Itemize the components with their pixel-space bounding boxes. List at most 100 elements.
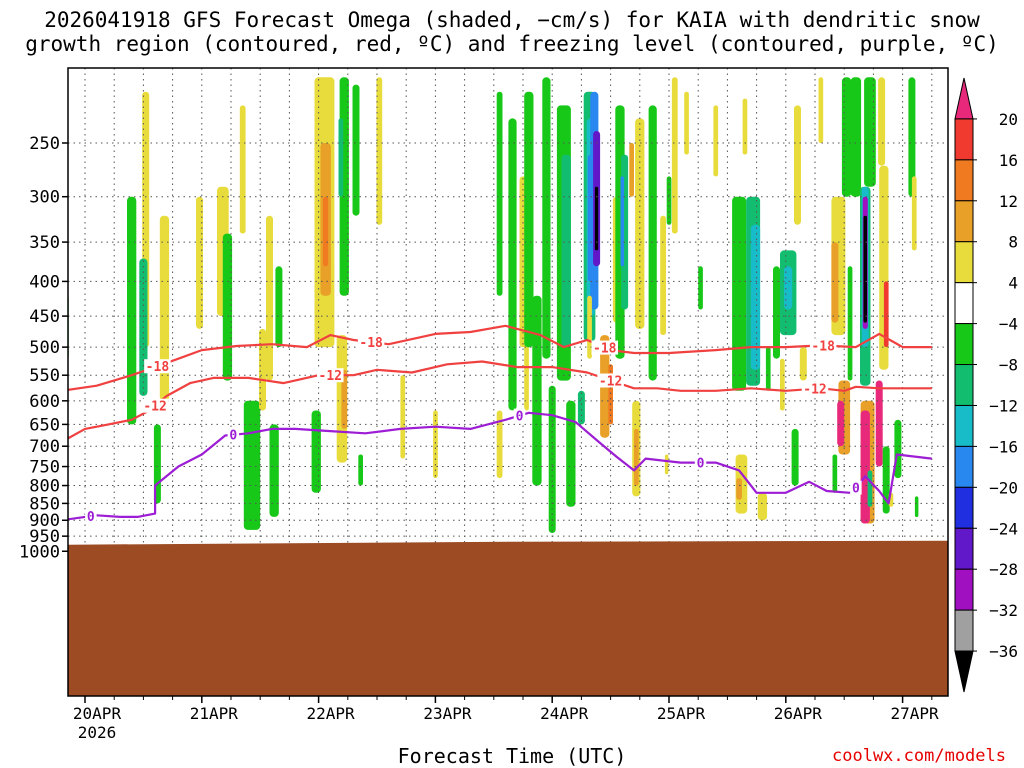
omega-cell-70 [750, 224, 761, 370]
omega-cell-81 [818, 77, 824, 143]
colorbar-label-13: −36 [989, 642, 1018, 661]
contour-label-bg-1-0 [141, 398, 169, 413]
terrain [68, 540, 948, 696]
omega-cell-63 [713, 105, 719, 177]
colorbar-bin-1 [954, 118, 974, 161]
omega-cell-20 [352, 84, 360, 216]
colorbar-label-3: 8 [1008, 233, 1018, 252]
omega-cell-8 [239, 105, 246, 234]
omega-cell-25 [376, 77, 383, 225]
y-tick-label-550: 550 [29, 366, 60, 386]
omega-cell-54 [629, 143, 634, 197]
x-tick-sublabel-0: 2026 [78, 723, 117, 742]
contour-label-bg-0-0 [144, 359, 171, 374]
omega-cell-34 [532, 295, 542, 486]
chart-title-line-2: growth region (contoured, red, ºC) and f… [25, 32, 999, 56]
x-tick-label-0: 20APR [73, 704, 122, 723]
omega-cell-3 [127, 196, 137, 425]
x-tick-label-5: 25APR [657, 704, 706, 723]
omega-cell-14 [259, 328, 266, 411]
contour-label-bg-2-0 [85, 509, 97, 524]
omega-cell-61 [684, 91, 689, 155]
omega-cell-62 [698, 266, 703, 310]
omega-cell-35 [542, 77, 551, 359]
omega-cell-38 [561, 154, 571, 348]
contour-label-bg-2-1 [227, 427, 240, 442]
omega-shading [68, 77, 919, 533]
contour-label-0-1: -18 [359, 336, 383, 351]
contour-label-bg-1-2 [597, 373, 624, 388]
x-tick-label-6: 26APR [774, 704, 823, 723]
omega-cell-82 [841, 77, 852, 197]
omega-cell-65 [794, 105, 801, 225]
chart-title-line-1: 2026041918 GFS Forecast Omega (shaded, −… [44, 8, 980, 32]
omega-cell-19 [338, 118, 344, 197]
omega-cell-55 [635, 118, 645, 329]
omega-cell-28 [496, 410, 503, 479]
colorbar-bin-12 [954, 568, 974, 611]
colorbar-bin-8 [954, 404, 974, 447]
plot-frame [67, 67, 949, 697]
omega-cell-86 [837, 400, 845, 447]
omega-cell-22 [341, 369, 348, 429]
contour-label-1-1: -12 [319, 369, 342, 384]
contour-label-0-0: -18 [146, 360, 170, 375]
omega-cell-26 [400, 375, 406, 459]
contour-label-0-3: -18 [811, 339, 835, 354]
omega-cell-12 [243, 400, 261, 530]
omega-cell-60 [671, 77, 678, 234]
contour-line-0 [68, 324, 932, 391]
omega-cell-24 [358, 454, 363, 486]
terrain-fill [68, 540, 948, 696]
y-tick-label-750: 750 [29, 458, 60, 478]
omega-cell-89 [850, 77, 862, 197]
colorbar-bin-3 [954, 200, 974, 243]
y-tick-label-250: 250 [29, 134, 60, 154]
omega-cell-100 [883, 281, 889, 348]
x-axis-label: Forecast Time (UTC) [397, 744, 627, 768]
omega-cell-64 [742, 98, 748, 155]
colorbar-label-10: −24 [989, 519, 1018, 538]
contour-label-bg-2-3 [694, 455, 707, 470]
omega-cell-97 [867, 470, 873, 507]
colorbar-bin-9 [954, 445, 974, 488]
y-tick-label-450: 450 [29, 307, 60, 327]
contour-label-2-1: 0 [229, 429, 237, 444]
contour-label-2-4: 0 [852, 482, 860, 497]
omega-cell-84 [831, 242, 839, 323]
contour-label-2-3: 0 [697, 457, 705, 472]
omega-cell-104 [908, 77, 916, 197]
contour-line-1 [68, 360, 932, 440]
contour-line-2 [68, 411, 932, 521]
omega-cell-10 [266, 215, 273, 381]
omega-cell-68 [732, 196, 747, 391]
omega-cell-9 [222, 233, 233, 381]
omega-cell-31 [496, 91, 503, 296]
colorbar-label-6: −8 [999, 356, 1018, 375]
omega-cell-103 [894, 419, 902, 479]
omega-cell-73 [784, 266, 793, 310]
omega-cell-1 [159, 215, 170, 401]
omega-cell-77 [757, 492, 768, 521]
credit-text: coolwx.com/models [832, 746, 1006, 766]
omega-cell-79 [791, 428, 799, 486]
omega-cell-105 [911, 176, 917, 251]
y-tick-label-300: 300 [29, 188, 60, 208]
omega-cell-23 [311, 410, 321, 493]
omega-cell-32 [508, 118, 517, 411]
colorbar-bin-6 [954, 323, 974, 366]
colorbar-label-12: −32 [989, 601, 1018, 620]
contour-lines: -18 -18 -18 -18 -12 -12 -12 -12 0 0 0 0 0 [68, 324, 932, 525]
contour-label-bg-2-4 [850, 480, 862, 495]
omega-cell-88 [847, 266, 853, 381]
colorbar-label-11: −28 [989, 560, 1018, 579]
omega-cell-59 [660, 215, 666, 336]
omega-cell-96 [860, 410, 870, 524]
omega-cell-66 [664, 454, 669, 475]
contour-label-bg-0-3 [809, 338, 837, 353]
y-tick-label-900: 900 [29, 511, 60, 531]
omega-cell-78 [780, 358, 785, 411]
omega-cell-106 [914, 496, 919, 517]
colorbar-label-2: 12 [999, 192, 1018, 211]
